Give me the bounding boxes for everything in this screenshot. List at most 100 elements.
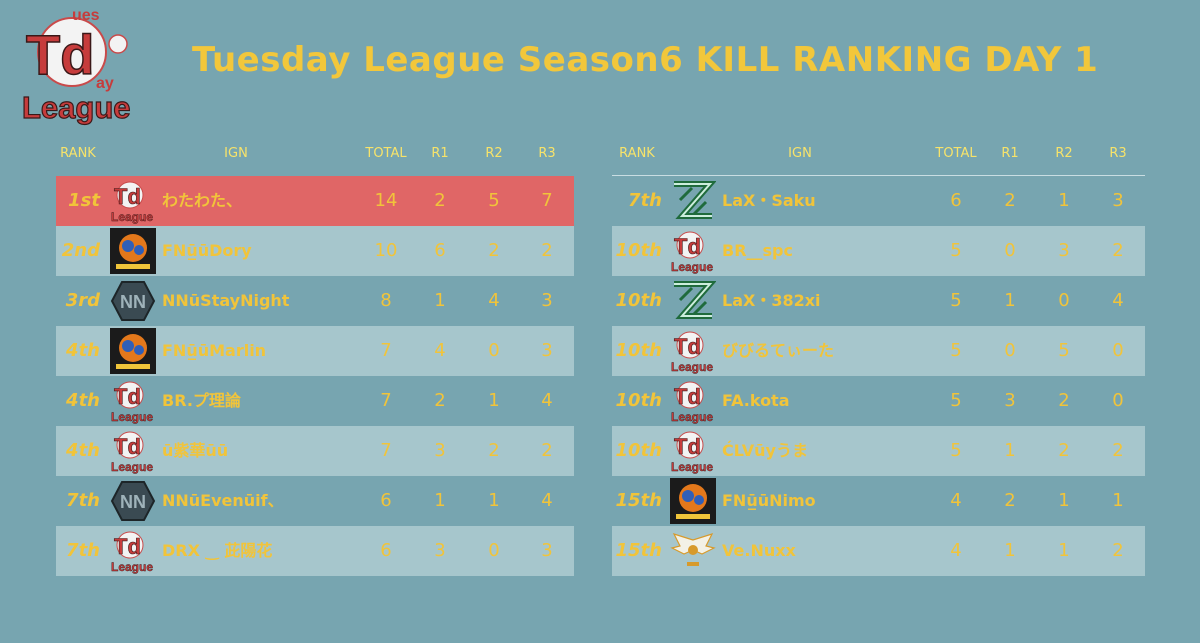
lax-team-icon: [670, 178, 716, 224]
round1-kills: 2: [434, 390, 446, 411]
header-r3: R3: [538, 146, 556, 161]
round3-kills: 2: [1112, 440, 1124, 461]
round3-kills: 7: [541, 190, 553, 211]
rank-cell: 15th: [615, 490, 662, 511]
svg-text:ay: ay: [96, 75, 114, 92]
table-row: 10th LaX・382xi 5 1 0 4: [612, 276, 1145, 326]
header-r2: R2: [485, 146, 503, 161]
round1-kills: 1: [1004, 290, 1016, 311]
player-name: FNū̲ūMarlin: [162, 341, 267, 360]
player-name: LaX・382xi: [722, 291, 821, 310]
total-kills: 7: [380, 440, 392, 461]
player-name: BR.プ理論: [162, 391, 241, 410]
wing-team-icon: [670, 528, 716, 574]
header-rank: RANK: [619, 146, 655, 161]
rank-cell: 10th: [615, 290, 662, 311]
svg-text:Td: Td: [26, 23, 94, 86]
svg-text:Td: Td: [114, 384, 141, 409]
round2-kills: 2: [1058, 440, 1070, 461]
round2-kills: 0: [488, 340, 500, 361]
svg-text:NN: NN: [120, 292, 146, 312]
rank-cell: 2nd: [61, 240, 100, 261]
player-name: ĆLVūyうま: [722, 441, 808, 460]
nn-team-icon: NN: [110, 278, 156, 324]
round2-kills: 5: [1058, 340, 1070, 361]
nn-team-icon: NN: [110, 478, 156, 524]
fighting-team-icon: [110, 228, 156, 274]
fighting-team-icon: [670, 478, 716, 524]
round2-kills: 0: [488, 540, 500, 561]
rank-cell: 4th: [66, 340, 100, 361]
round1-kills: 1: [434, 490, 446, 511]
round2-kills: 1: [1058, 490, 1070, 511]
round3-kills: 0: [1112, 340, 1124, 361]
header-rank: RANK: [60, 146, 96, 161]
svg-text:NN: NN: [120, 492, 146, 512]
round3-kills: 3: [541, 540, 553, 561]
round1-kills: 2: [1004, 490, 1016, 511]
svg-text:League: League: [111, 460, 153, 474]
table-row: 4th Td League BR.プ理論 7 2 1 4: [56, 376, 574, 426]
total-kills: 4: [950, 540, 962, 561]
rank-cell: 15th: [615, 540, 662, 561]
player-name: ū紫華ūū: [162, 441, 229, 460]
svg-text:League: League: [111, 560, 153, 574]
svg-text:Td: Td: [674, 434, 701, 459]
total-kills: 8: [380, 290, 392, 311]
total-kills: 5: [950, 340, 962, 361]
rank-cell: 7th: [628, 190, 662, 211]
table-row: 10th Td League BR__spc 5 0 3 2: [612, 226, 1145, 276]
total-kills: 6: [380, 490, 392, 511]
round3-kills: 4: [1112, 290, 1124, 311]
header-total: TOTAL: [365, 146, 407, 161]
svg-text:ues: ues: [72, 8, 100, 24]
round3-kills: 4: [541, 390, 553, 411]
table-row: 7th Td League DRX ‿ 茈陽花 6 3 0 3: [56, 526, 574, 576]
rank-cell: 10th: [615, 390, 662, 411]
player-name: NNūEvenūif、: [162, 491, 284, 510]
td-league-icon: Td League: [110, 428, 156, 474]
round2-kills: 1: [488, 390, 500, 411]
header-r1: R1: [431, 146, 449, 161]
total-kills: 5: [950, 440, 962, 461]
total-kills: 5: [950, 290, 962, 311]
svg-text:Td: Td: [674, 234, 701, 259]
round2-kills: 0: [1058, 290, 1070, 311]
svg-text:League: League: [111, 410, 153, 424]
td-league-icon: Td League: [670, 378, 716, 424]
round2-kills: 2: [488, 240, 500, 261]
td-league-icon: Td League: [670, 228, 716, 274]
round3-kills: 3: [541, 340, 553, 361]
svg-text:League: League: [671, 410, 713, 424]
player-name: FNū̲ūNimo: [722, 491, 816, 510]
player-name: びびるてぃーた: [722, 341, 835, 360]
table-header: RANK IGN TOTAL R1 R2 R3: [612, 140, 1145, 176]
header-divider: [612, 175, 1145, 176]
round3-kills: 4: [541, 490, 553, 511]
svg-text:Td: Td: [114, 434, 141, 459]
round2-kills: 1: [1058, 190, 1070, 211]
total-kills: 10: [374, 240, 398, 261]
round3-kills: 3: [541, 290, 553, 311]
round3-kills: 0: [1112, 390, 1124, 411]
rank-cell: 1st: [68, 190, 100, 211]
svg-text:Td: Td: [674, 334, 701, 359]
total-kills: 4: [950, 490, 962, 511]
round1-kills: 1: [434, 290, 446, 311]
round2-kills: 5: [488, 190, 500, 211]
table-row: 15th Ve.Nuxx 4 1 1 2: [612, 526, 1145, 576]
total-kills: 7: [380, 340, 392, 361]
fighting-team-icon: [110, 328, 156, 374]
table-row: 7th LaX・Saku 6 2 1 3: [612, 176, 1145, 226]
lax-team-icon: [670, 278, 716, 324]
rank-cell: 7th: [66, 540, 100, 561]
table-row: 7th NN NNūEvenūif、 6 1 1 4: [56, 476, 574, 526]
player-name: LaX・Saku: [722, 191, 816, 210]
header-total: TOTAL: [935, 146, 977, 161]
round1-kills: 1: [1004, 540, 1016, 561]
svg-text:League: League: [111, 210, 153, 224]
round3-kills: 2: [1112, 240, 1124, 261]
round3-kills: 1: [1112, 490, 1124, 511]
td-league-icon: Td League: [110, 378, 156, 424]
header-ign: IGN: [224, 146, 248, 161]
